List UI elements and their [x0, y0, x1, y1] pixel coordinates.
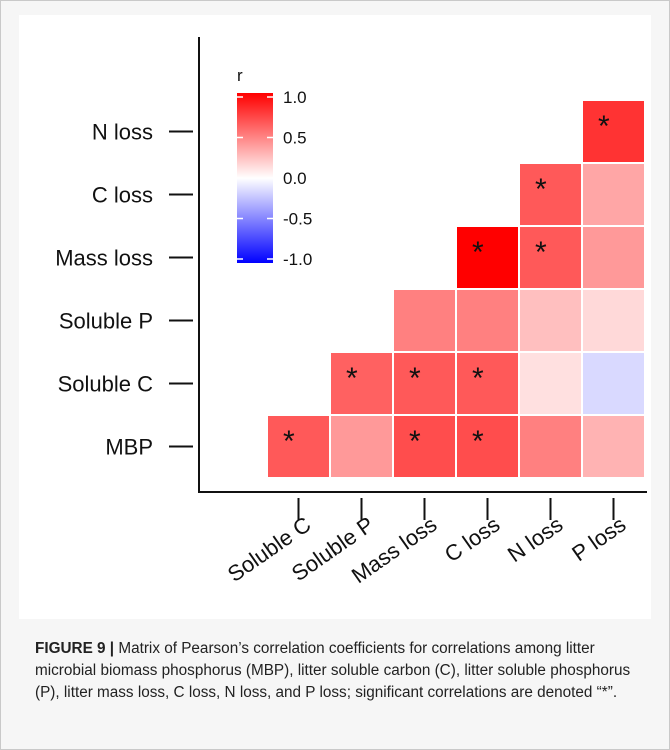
y-tick-label: Soluble C — [58, 372, 154, 397]
heatmap-cell — [518, 351, 583, 416]
heatmap-cell — [518, 414, 583, 479]
heatmap-cell — [455, 225, 520, 290]
caption-text: Matrix of Pearson’s correlation coeffici… — [35, 640, 631, 701]
heatmap-cell — [329, 414, 394, 479]
colorbar-legend: r 1.0 0.5 0.0 -0.5 -1.0 — [237, 66, 312, 269]
significance-marker: * — [472, 236, 484, 269]
heatmap-cell — [455, 351, 520, 416]
significance-marker: * — [472, 425, 484, 458]
colorbar-tick-label: -1.0 — [283, 250, 312, 269]
y-tick-label: Mass loss — [55, 246, 153, 271]
heatmap-cell — [581, 414, 646, 479]
heatmap-cell — [581, 99, 646, 164]
significance-marker: * — [472, 362, 484, 395]
x-tick-label: C loss — [440, 512, 504, 568]
heatmap-cell — [392, 414, 457, 479]
heatmap-cell — [266, 414, 331, 479]
plot-area: * * * * * * * * * * N loss C loss Mass loss Soluble … — [19, 15, 651, 619]
y-tick-label: C loss — [92, 183, 153, 208]
heatmap-cell — [329, 351, 394, 416]
colorbar-tick-label: -0.5 — [283, 210, 312, 229]
x-tick-label: N loss — [503, 512, 567, 568]
colorbar-tick-label: 1.0 — [283, 88, 307, 107]
significance-marker: * — [535, 236, 547, 269]
heatmap-cell — [518, 162, 583, 227]
legend-title: r — [237, 66, 243, 85]
significance-marker: * — [409, 362, 421, 395]
y-tick-label: Soluble P — [59, 309, 153, 334]
heatmap-cell — [581, 225, 646, 290]
significance-marker: * — [283, 425, 295, 458]
heatmap-cell — [455, 288, 520, 353]
figure-caption: FIGURE 9 | Matrix of Pearson’s correlati… — [35, 638, 647, 704]
caption-lead: FIGURE 9 | — [35, 640, 115, 657]
y-tick-label: N loss — [92, 120, 153, 145]
heatmap-cell — [518, 288, 583, 353]
significance-marker: * — [409, 425, 421, 458]
heatmap-cells: * * * * * * * * * * — [266, 99, 646, 479]
heatmap-cell — [392, 288, 457, 353]
heatmap-cell — [392, 351, 457, 416]
heatmap-cell — [581, 162, 646, 227]
significance-marker: * — [346, 362, 358, 395]
colorbar-tick-label: 0.0 — [283, 169, 307, 188]
heatmap-cell — [581, 351, 646, 416]
heatmap-cell — [518, 225, 583, 290]
y-tick-label: MBP — [105, 435, 153, 460]
significance-marker: * — [535, 173, 547, 206]
heatmap-cell — [455, 414, 520, 479]
significance-marker: * — [598, 110, 610, 143]
heatmap-cell — [581, 288, 646, 353]
x-tick-label: P loss — [567, 512, 630, 567]
colorbar-tick-label: 0.5 — [283, 129, 307, 148]
